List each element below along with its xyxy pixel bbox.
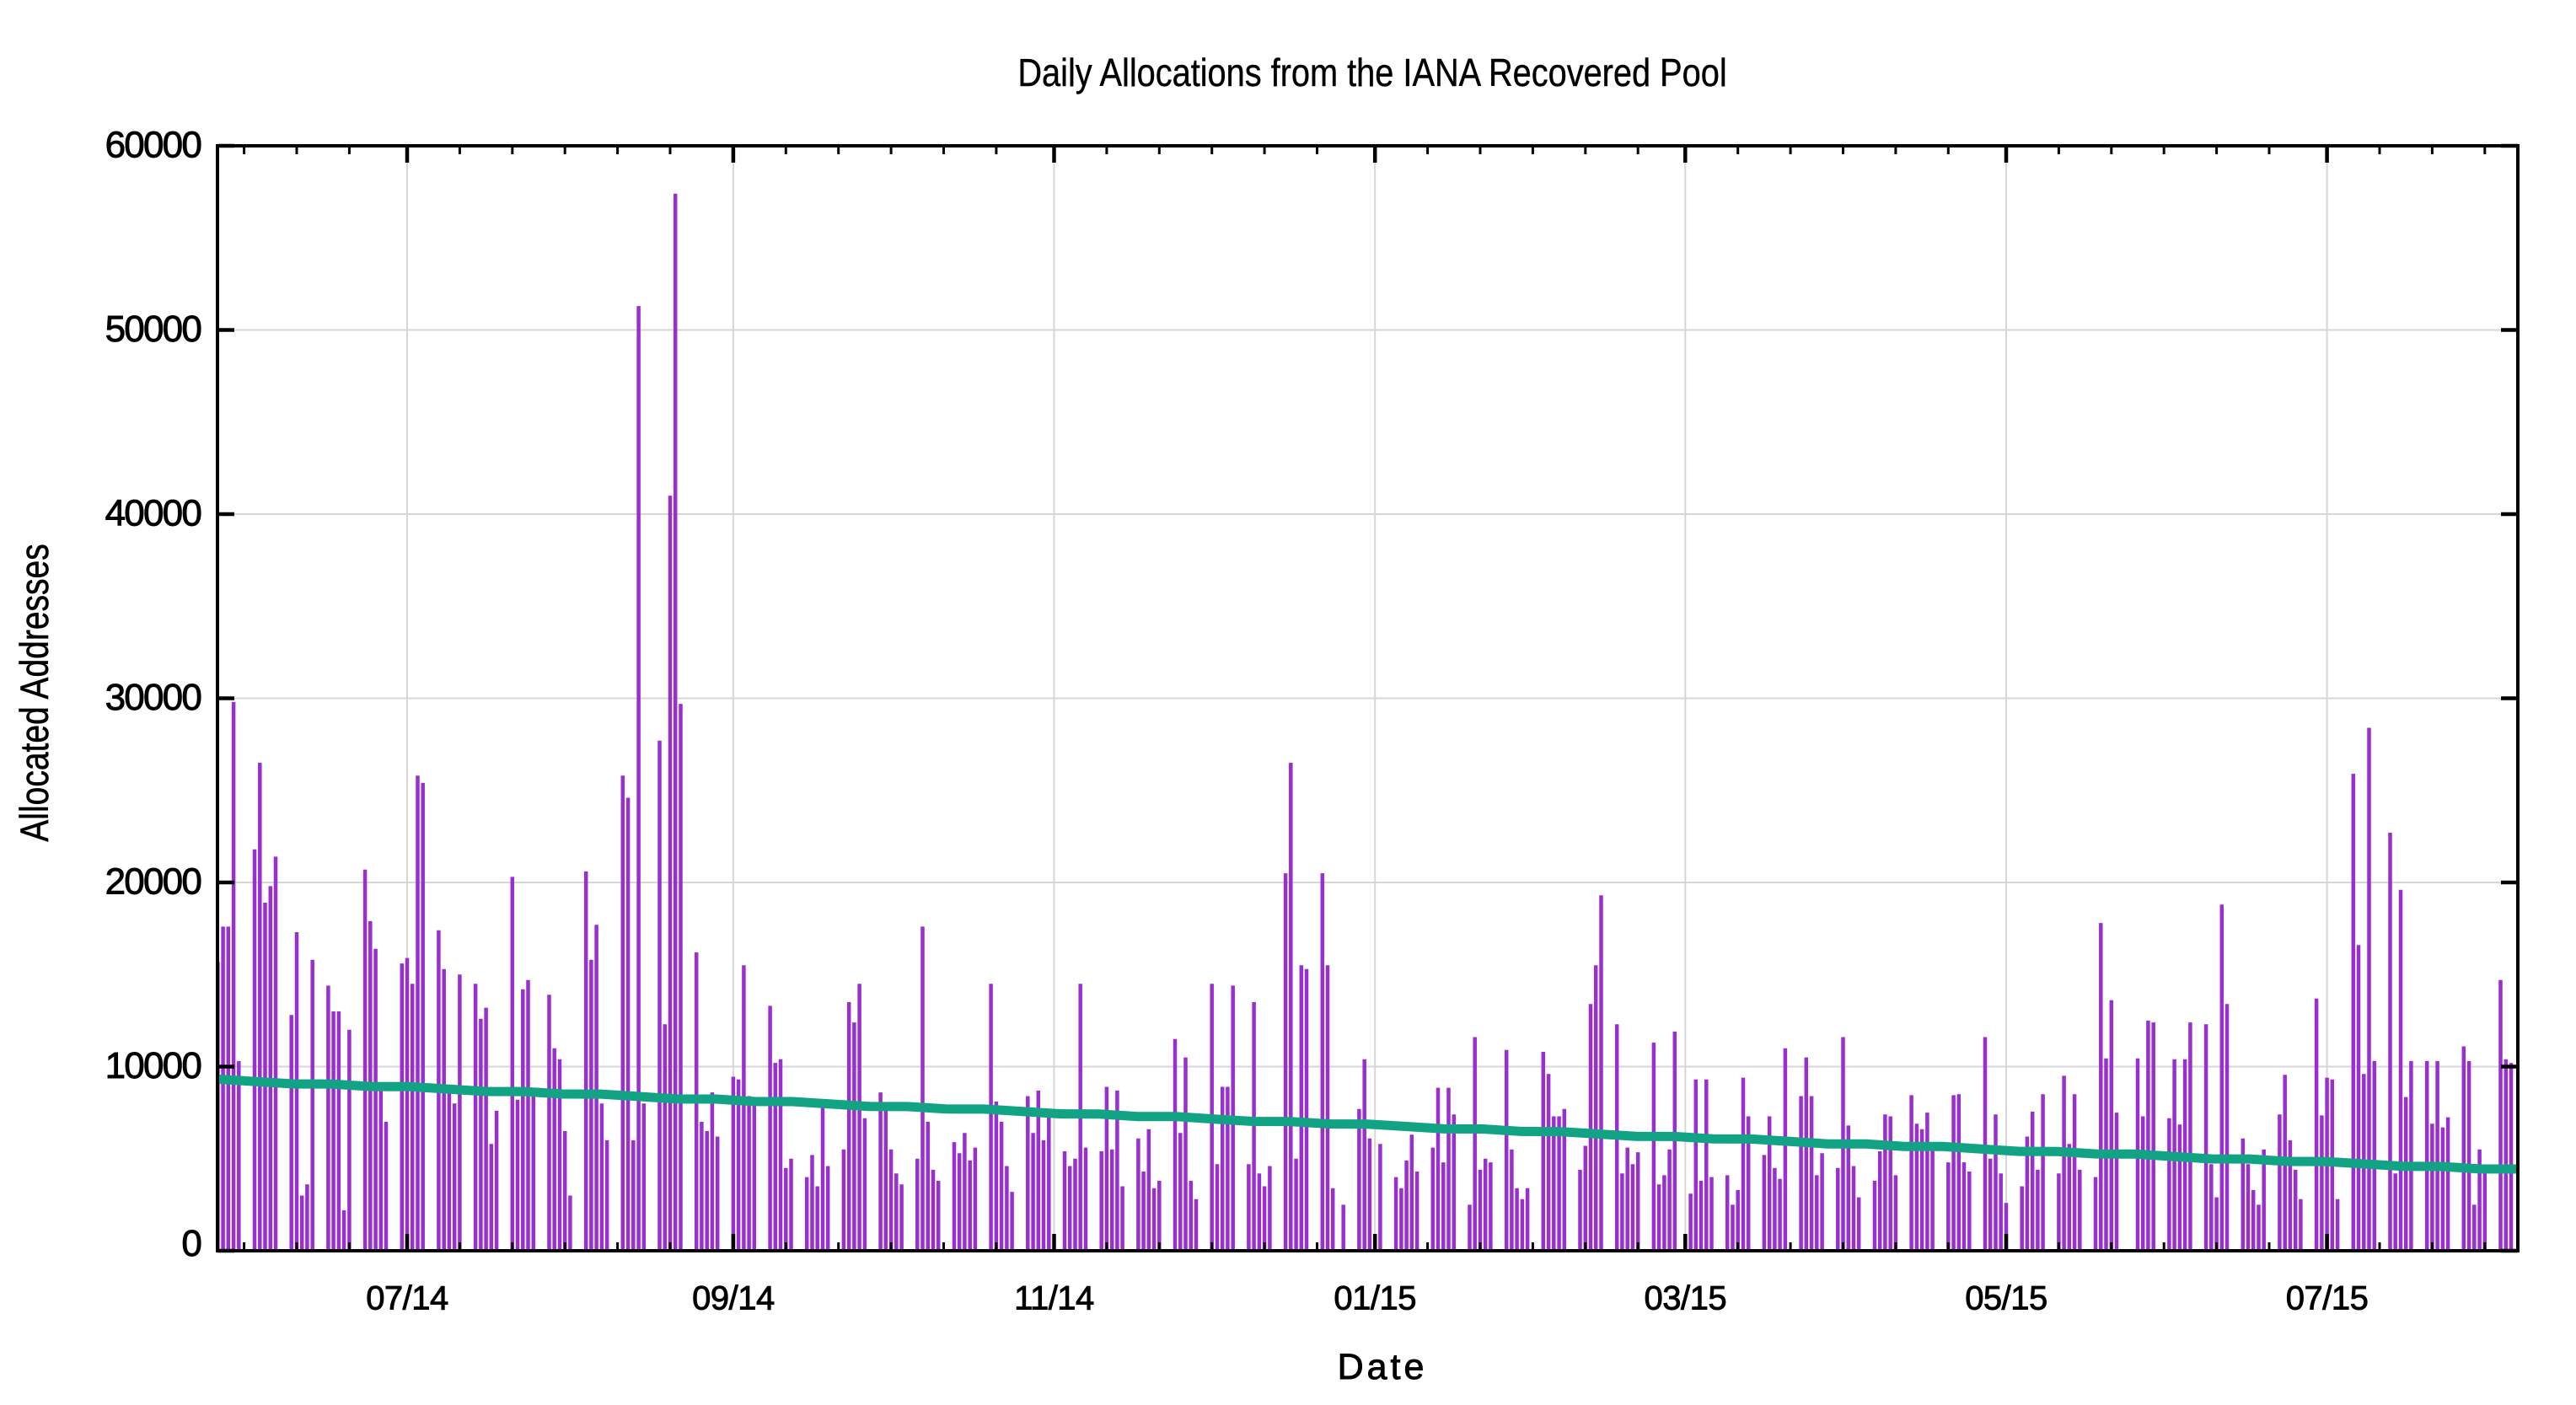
svg-text:Date: Date [1338, 1347, 1428, 1387]
svg-text:05/15: 05/15 [1965, 1280, 2047, 1317]
svg-text:Allocated Addresses: Allocated Addresses [13, 544, 57, 841]
svg-text:03/15: 03/15 [1644, 1280, 1726, 1317]
svg-text:11/14: 11/14 [1014, 1280, 1094, 1317]
svg-text:20000: 20000 [105, 861, 201, 903]
svg-text:30000: 30000 [105, 677, 201, 718]
svg-text:50000: 50000 [105, 308, 201, 350]
svg-text:09/14: 09/14 [692, 1280, 775, 1317]
svg-text:07/14: 07/14 [366, 1280, 448, 1317]
svg-text:Daily Allocations from the IAN: Daily Allocations from the IANA Recovere… [1017, 51, 1726, 94]
svg-text:60000: 60000 [105, 125, 201, 166]
svg-text:10000: 10000 [105, 1045, 201, 1086]
svg-text:40000: 40000 [105, 493, 201, 534]
svg-text:01/15: 01/15 [1334, 1280, 1416, 1317]
svg-text:07/15: 07/15 [2286, 1280, 2369, 1317]
svg-text:0: 0 [181, 1223, 201, 1264]
